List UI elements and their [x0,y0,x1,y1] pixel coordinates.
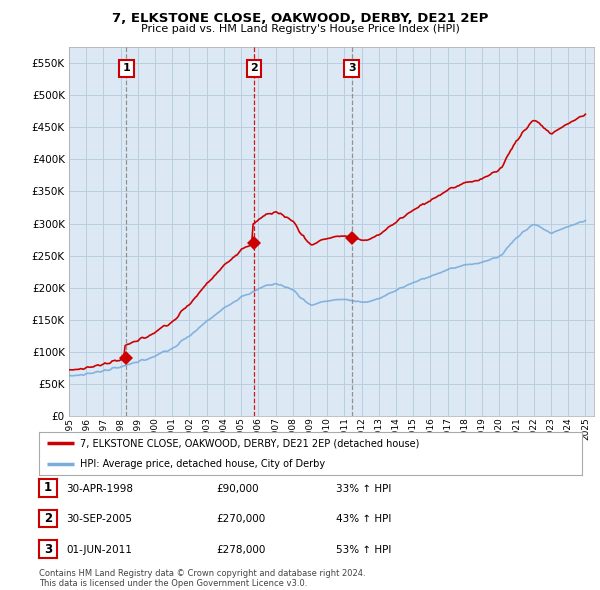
Text: 3: 3 [44,543,52,556]
Text: £90,000: £90,000 [216,484,259,493]
Text: Price paid vs. HM Land Registry's House Price Index (HPI): Price paid vs. HM Land Registry's House … [140,24,460,34]
Text: 30-APR-1998: 30-APR-1998 [66,484,133,493]
Text: 7, ELKSTONE CLOSE, OAKWOOD, DERBY, DE21 2EP: 7, ELKSTONE CLOSE, OAKWOOD, DERBY, DE21 … [112,12,488,25]
Text: 1: 1 [44,481,52,494]
Text: 3: 3 [348,63,355,73]
Text: 33% ↑ HPI: 33% ↑ HPI [336,484,391,493]
Text: 2: 2 [250,63,258,73]
Text: 7, ELKSTONE CLOSE, OAKWOOD, DERBY, DE21 2EP (detached house): 7, ELKSTONE CLOSE, OAKWOOD, DERBY, DE21 … [80,438,419,448]
Text: 01-JUN-2011: 01-JUN-2011 [66,545,132,555]
Text: 2: 2 [44,512,52,525]
Text: 53% ↑ HPI: 53% ↑ HPI [336,545,391,555]
Text: £270,000: £270,000 [216,514,265,524]
Text: HPI: Average price, detached house, City of Derby: HPI: Average price, detached house, City… [80,460,325,469]
Text: £278,000: £278,000 [216,545,265,555]
Text: Contains HM Land Registry data © Crown copyright and database right 2024.
This d: Contains HM Land Registry data © Crown c… [39,569,365,588]
Text: 30-SEP-2005: 30-SEP-2005 [66,514,132,524]
Text: 1: 1 [122,63,130,73]
Text: 43% ↑ HPI: 43% ↑ HPI [336,514,391,524]
